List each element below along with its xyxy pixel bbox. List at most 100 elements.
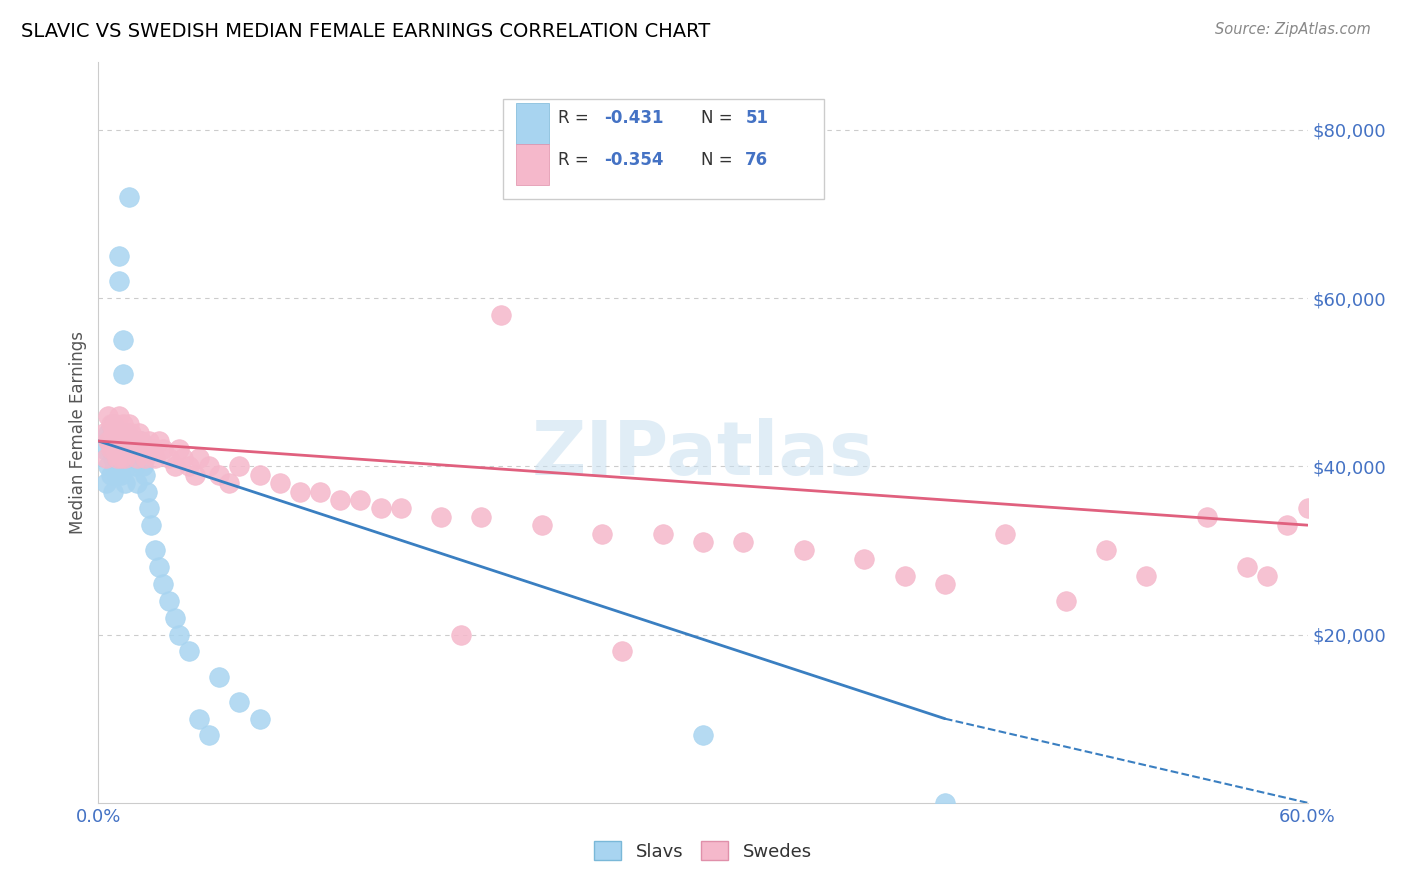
Point	[491, 308, 513, 322]
Point	[114, 450, 136, 465]
Point	[389, 501, 412, 516]
Point	[110, 434, 132, 448]
Point	[1256, 568, 1278, 582]
Point	[1054, 594, 1077, 608]
Point	[152, 577, 174, 591]
Point	[101, 450, 124, 465]
Point	[934, 796, 956, 810]
Text: N =: N =	[700, 151, 733, 169]
Point	[157, 450, 180, 465]
Point	[184, 467, 207, 482]
Point	[591, 526, 613, 541]
Point	[118, 190, 141, 204]
Point	[100, 467, 122, 482]
Point	[105, 434, 128, 448]
Point	[198, 729, 221, 743]
Point	[163, 610, 186, 624]
Point	[125, 450, 148, 465]
Point	[934, 577, 956, 591]
Point	[349, 492, 371, 507]
Point	[143, 450, 166, 465]
Point	[132, 442, 155, 457]
Point	[1296, 501, 1319, 516]
Point	[96, 476, 118, 491]
Point	[309, 484, 332, 499]
Point	[179, 459, 201, 474]
Point	[111, 367, 134, 381]
Legend: Slavs, Swedes: Slavs, Swedes	[586, 834, 820, 868]
Point	[124, 442, 146, 457]
Point	[129, 434, 152, 448]
Point	[138, 434, 160, 448]
Text: Source: ZipAtlas.com: Source: ZipAtlas.com	[1215, 22, 1371, 37]
FancyBboxPatch shape	[503, 99, 824, 200]
Text: ZIPatlas: ZIPatlas	[531, 418, 875, 491]
Point	[1095, 543, 1118, 558]
Point	[269, 476, 291, 491]
Point	[139, 518, 162, 533]
Point	[129, 434, 152, 448]
Point	[100, 442, 122, 457]
Point	[167, 627, 190, 641]
Point	[101, 484, 124, 499]
Text: -0.354: -0.354	[603, 151, 664, 169]
Point	[692, 729, 714, 743]
Point	[107, 425, 129, 440]
Point	[1236, 560, 1258, 574]
Point	[228, 459, 250, 474]
Text: -0.431: -0.431	[603, 109, 664, 127]
Point	[115, 434, 138, 448]
Point	[114, 442, 136, 457]
Point	[179, 644, 201, 658]
Point	[893, 568, 915, 582]
Point	[111, 333, 134, 347]
Point	[100, 434, 122, 448]
Point	[288, 484, 311, 499]
Point	[733, 535, 755, 549]
Point	[101, 417, 124, 432]
Point	[111, 417, 134, 432]
Point	[105, 467, 128, 482]
Point	[103, 417, 125, 432]
Point	[97, 409, 120, 423]
Point	[530, 518, 553, 533]
Point	[103, 459, 125, 474]
Point	[103, 442, 125, 457]
Point	[118, 442, 141, 457]
Text: R =: R =	[558, 151, 589, 169]
Point	[692, 535, 714, 549]
Point	[124, 459, 146, 474]
Point	[115, 459, 138, 474]
Point	[612, 644, 634, 658]
Point	[134, 450, 156, 465]
Point	[430, 509, 453, 524]
Point	[208, 467, 231, 482]
Point	[93, 425, 115, 440]
Point	[121, 442, 143, 457]
Point	[132, 459, 155, 474]
Point	[97, 434, 120, 448]
Point	[249, 467, 271, 482]
Point	[228, 695, 250, 709]
Text: R =: R =	[558, 109, 589, 127]
Point	[188, 450, 211, 465]
Point	[107, 274, 129, 288]
Point	[96, 450, 118, 465]
Text: 76: 76	[745, 151, 769, 169]
Point	[853, 551, 876, 566]
Point	[110, 425, 132, 440]
Point	[1277, 518, 1299, 533]
Point	[370, 501, 392, 516]
Point	[97, 459, 120, 474]
Point	[249, 712, 271, 726]
Point	[110, 450, 132, 465]
Point	[115, 425, 138, 440]
Text: N =: N =	[700, 109, 733, 127]
Text: 51: 51	[745, 109, 768, 127]
Point	[128, 425, 150, 440]
Point	[110, 467, 132, 482]
Point	[143, 543, 166, 558]
Point	[105, 450, 128, 465]
Point	[793, 543, 815, 558]
Point	[125, 476, 148, 491]
